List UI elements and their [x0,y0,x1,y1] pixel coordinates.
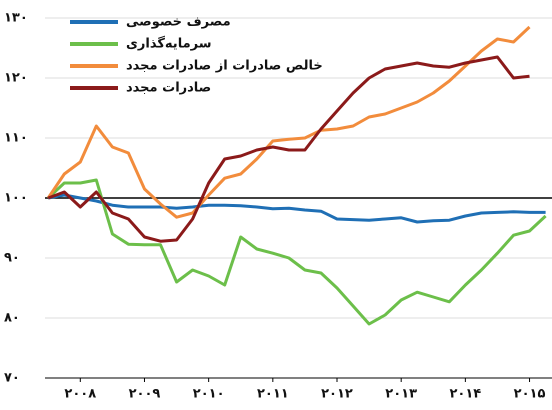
x-tick-label: ۲۰۱۴ [449,387,481,402]
x-tick-label: ۲۰۱۲ [321,387,353,402]
y-tick-label: ۱۲۰ [4,71,28,86]
legend-label: مصرف خصوصی [126,15,231,30]
x-tick-label: ۲۰۱۵ [514,387,546,402]
series-line [47,193,546,224]
legend-label: سرمایه‌گذاری [126,36,212,52]
legend-label: خالص صادرات از صادرات مجدد [126,59,323,74]
series-line [46,25,531,219]
x-tick-label: ۲۰۱۳ [385,387,417,402]
y-tick-label: ۱۳۰ [4,11,28,26]
y-tick-label: ۸۰ [4,311,20,326]
y-tick-label: ۱۱۰ [4,131,28,146]
legend-label: صادرات مجدد [126,81,211,96]
y-tick-label: ۷۰ [4,371,20,386]
y-tick-label: ۹۰ [4,251,20,266]
x-tick-label: ۲۰۰۹ [129,387,161,402]
x-tick-label: ۲۰۰۸ [64,387,96,402]
series-line [47,178,547,326]
series-line [47,55,530,243]
y-tick-label: ۱۰۰ [4,191,28,206]
x-tick-label: ۲۰۱۱ [257,387,289,402]
x-tick-label: ۲۰۱۰ [193,387,225,402]
